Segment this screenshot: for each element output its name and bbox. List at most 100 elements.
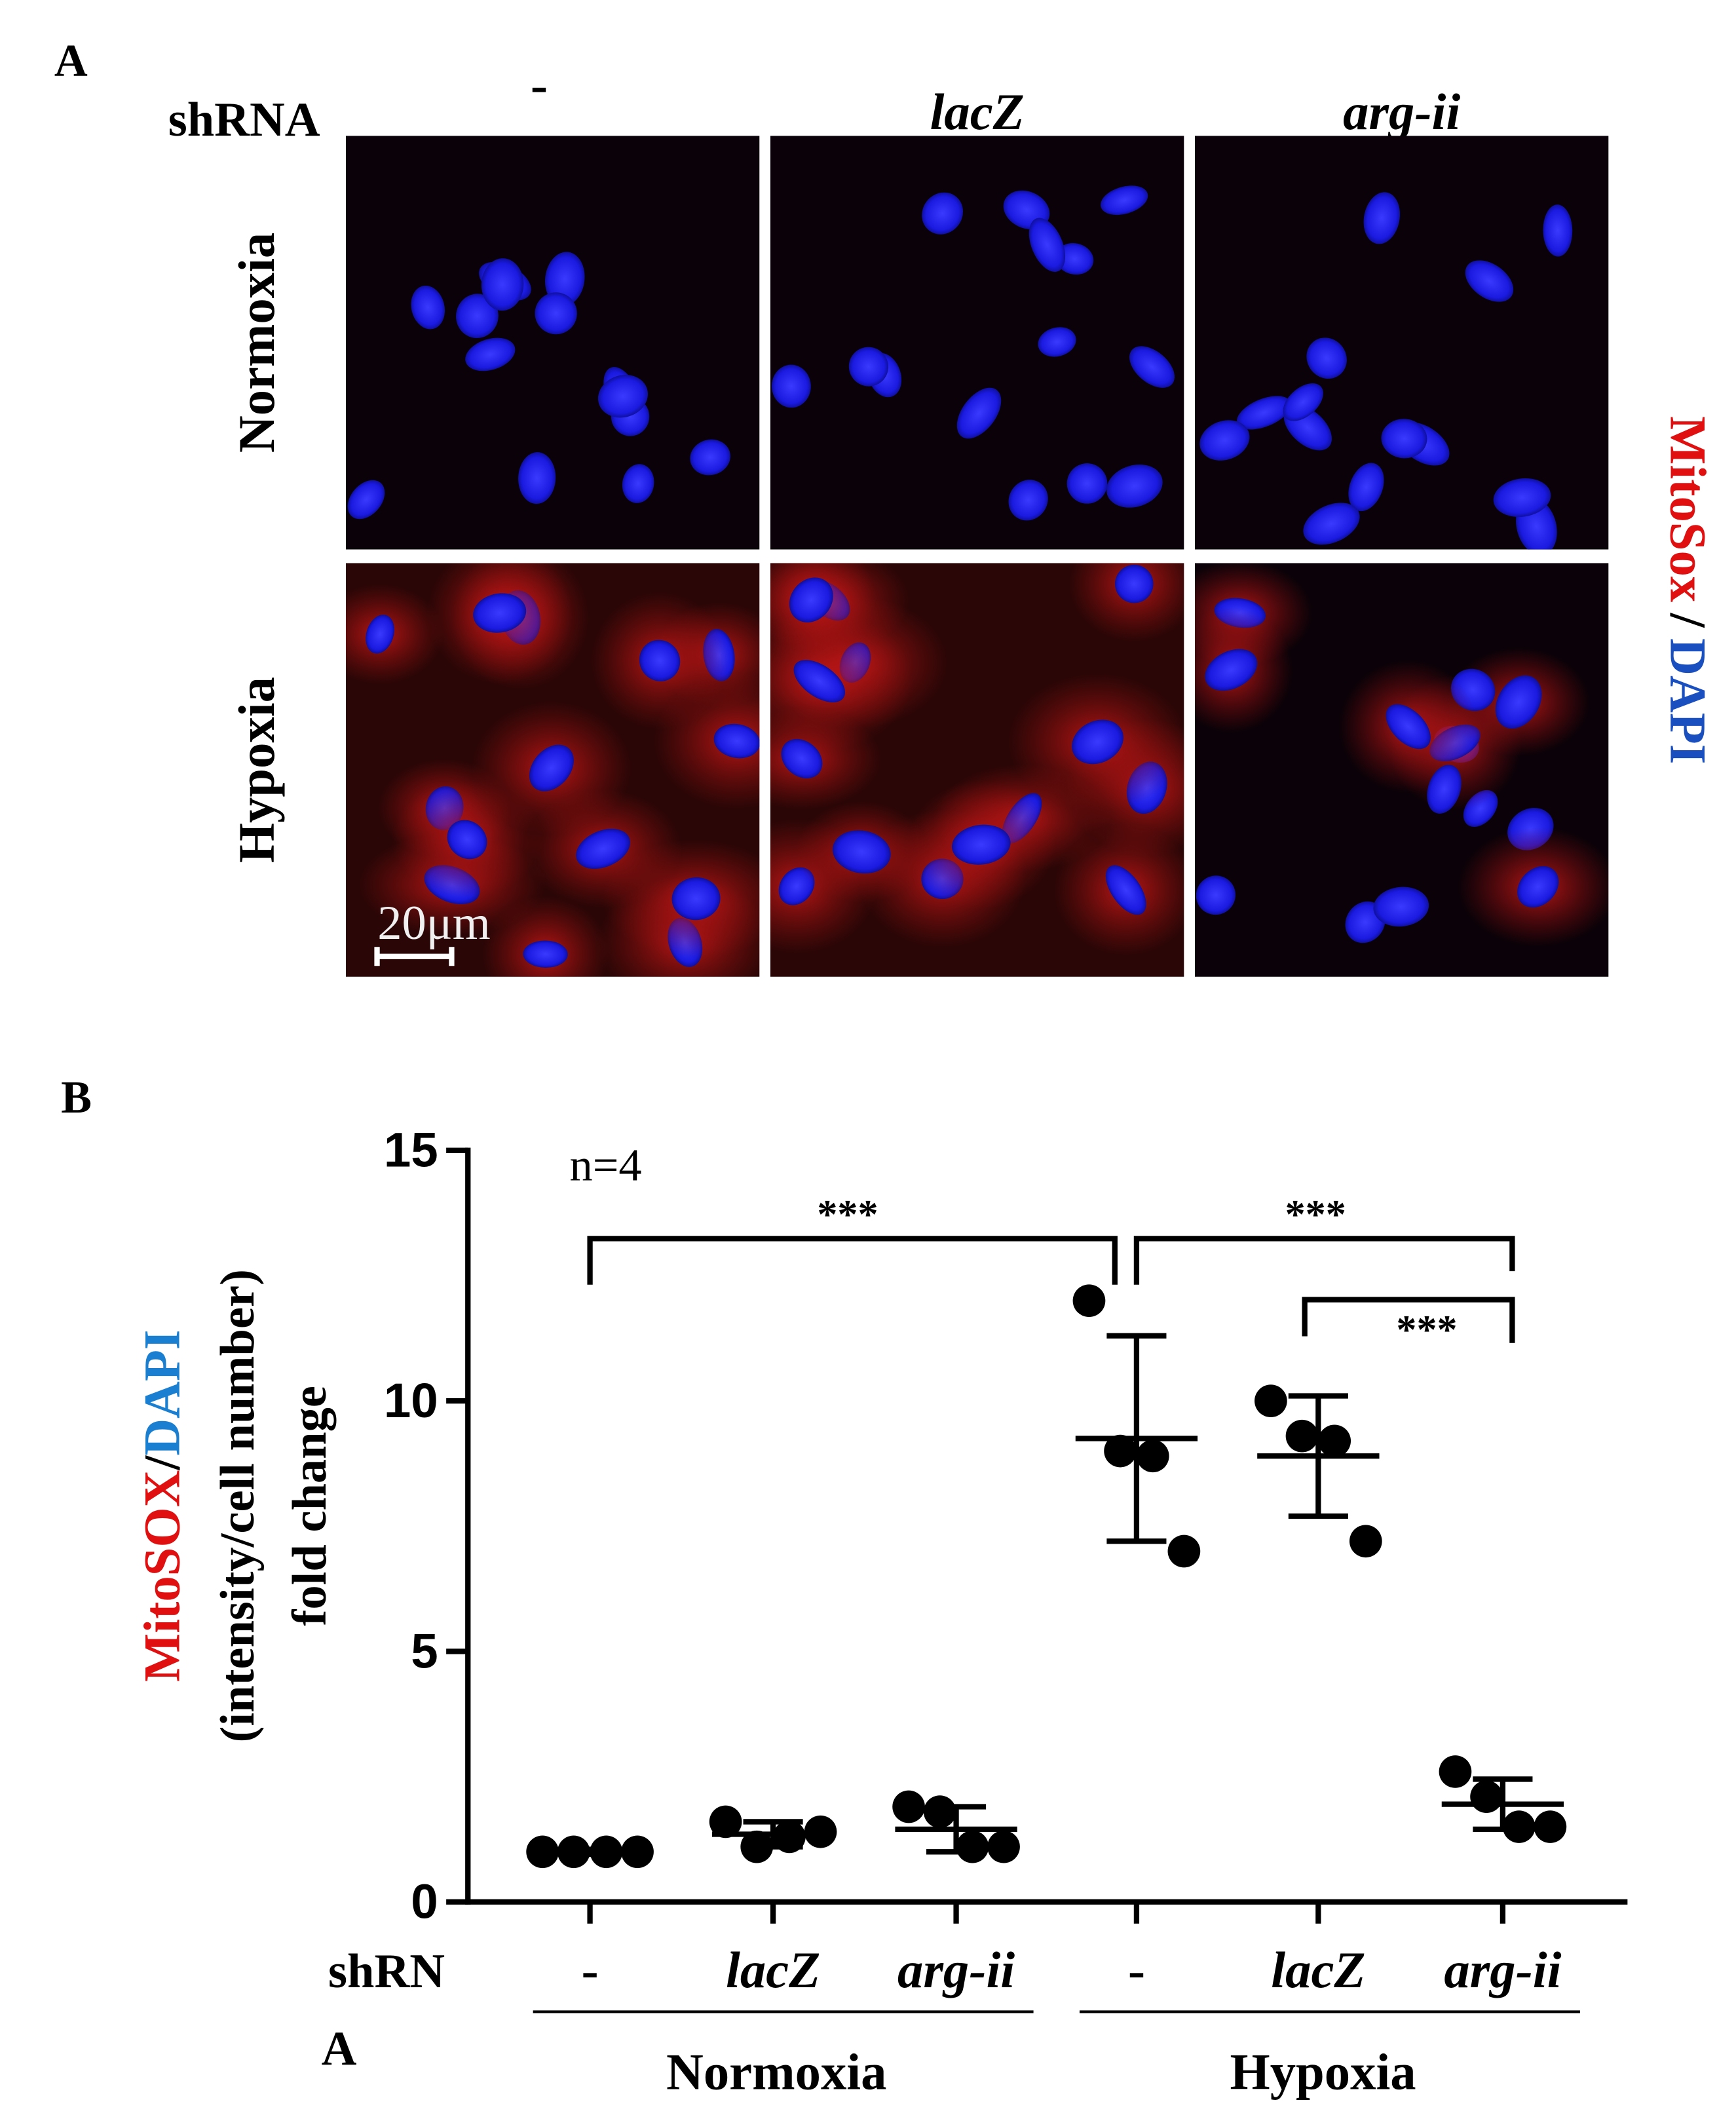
y-label-line: (intensity/cell number) (211, 1269, 265, 1742)
nucleus (411, 285, 445, 330)
nucleus (1303, 503, 1360, 545)
nucleus (366, 615, 394, 654)
nucleus (1348, 463, 1384, 512)
nucleus (465, 337, 516, 372)
nucleus (832, 830, 891, 874)
bracket (587, 1236, 1118, 1285)
image-content (1194, 563, 1609, 977)
nucleus (1101, 185, 1148, 216)
image-content (345, 563, 760, 977)
panel-label: A (54, 35, 88, 86)
nucleus (1517, 866, 1559, 908)
nucleus (1106, 464, 1163, 508)
nucleus (597, 375, 649, 418)
column-label: arg-ii (1343, 84, 1460, 141)
stain-label: MitoSox / DAPI (1659, 416, 1716, 764)
nucleus (771, 364, 811, 408)
data-point (1318, 1424, 1351, 1458)
nucleus (1114, 564, 1154, 603)
micrograph (1194, 136, 1609, 550)
nucleus (1129, 346, 1175, 388)
column-label: lacZ (930, 84, 1025, 141)
bracket (1133, 1236, 1515, 1285)
micrograph (345, 563, 760, 977)
row-header: shRNA (168, 93, 320, 147)
panel-label: B (61, 1072, 92, 1123)
nucleus (1008, 480, 1048, 521)
y-tick-label: 15 (384, 1123, 438, 1177)
x-tick-label: lacZ (726, 1942, 820, 1999)
nucleus (523, 940, 568, 968)
group-label: Normoxia (666, 2044, 886, 2101)
nucleus (1373, 886, 1429, 927)
nucleus (447, 820, 487, 860)
data-point (1104, 1434, 1137, 1468)
stain-red: MitoSox (1659, 416, 1716, 602)
nucleus (1072, 719, 1123, 765)
nucleus (690, 439, 730, 476)
x-label: shRN (328, 1945, 445, 1998)
image-content (770, 136, 1184, 550)
image-content (770, 563, 1184, 977)
nucleus (956, 387, 1002, 439)
image-content (345, 136, 760, 550)
data-point (987, 1830, 1020, 1863)
nucleus (1196, 875, 1236, 915)
x-tick-label: lacZ (1271, 1942, 1365, 1999)
nucleus (793, 660, 846, 703)
micrograph (345, 136, 760, 550)
nucleus (1028, 218, 1066, 272)
significance: *** (1285, 1192, 1346, 1237)
scale-bar (374, 947, 455, 966)
nucleus (848, 347, 889, 387)
annotation: n=4 (570, 1139, 642, 1191)
nucleus (576, 828, 631, 869)
nucleus (535, 292, 577, 335)
nucleus (1306, 337, 1347, 379)
nucleus (1543, 204, 1573, 257)
micrographs: - lacZ arg-ii Normoxia Hypoxia 20μm (229, 56, 1609, 977)
nucleus (456, 294, 499, 339)
nucleus (1066, 463, 1108, 504)
nucleus (622, 464, 654, 503)
data-point (1439, 1755, 1472, 1788)
y-tick-label: 10 (384, 1373, 438, 1428)
x-tick-label: - (581, 1942, 598, 1999)
nucleus (789, 577, 833, 622)
nucleus (1465, 260, 1514, 302)
nucleus (1493, 478, 1551, 517)
x-tick-label: - (1128, 1942, 1145, 1999)
nucleus (1427, 765, 1462, 814)
nucleus (952, 824, 1011, 865)
data-point (1534, 1810, 1567, 1843)
data-point (923, 1795, 956, 1828)
cytoplasm (770, 707, 882, 810)
data-point (1255, 1384, 1287, 1417)
data-point (1136, 1439, 1169, 1473)
row-label: Hypoxia (229, 677, 286, 863)
data-point (1167, 1534, 1201, 1568)
x-tick-label: arg-ii (1444, 1942, 1561, 1999)
image-bg (1194, 136, 1609, 550)
y-label-blue: DAPI (134, 1330, 191, 1456)
stain-sep: / (1659, 613, 1716, 628)
significance: *** (817, 1192, 878, 1237)
micrograph (1194, 563, 1609, 977)
y-label-line: fold change (283, 1386, 337, 1626)
nucleus (1363, 192, 1401, 244)
row-label: Normoxia (229, 233, 286, 453)
y-tick-label: 5 (411, 1624, 438, 1678)
nucleus (1105, 865, 1146, 915)
x-label: A (322, 2022, 357, 2076)
nucleus (671, 877, 721, 921)
nucleus (347, 480, 385, 520)
nucleus (481, 258, 524, 311)
nucleus (518, 452, 556, 505)
y-label-red: MitoSOX (134, 1470, 191, 1682)
cytoplasm (1068, 563, 1184, 643)
nucleus (1381, 419, 1427, 459)
cytoplasm (345, 583, 444, 685)
